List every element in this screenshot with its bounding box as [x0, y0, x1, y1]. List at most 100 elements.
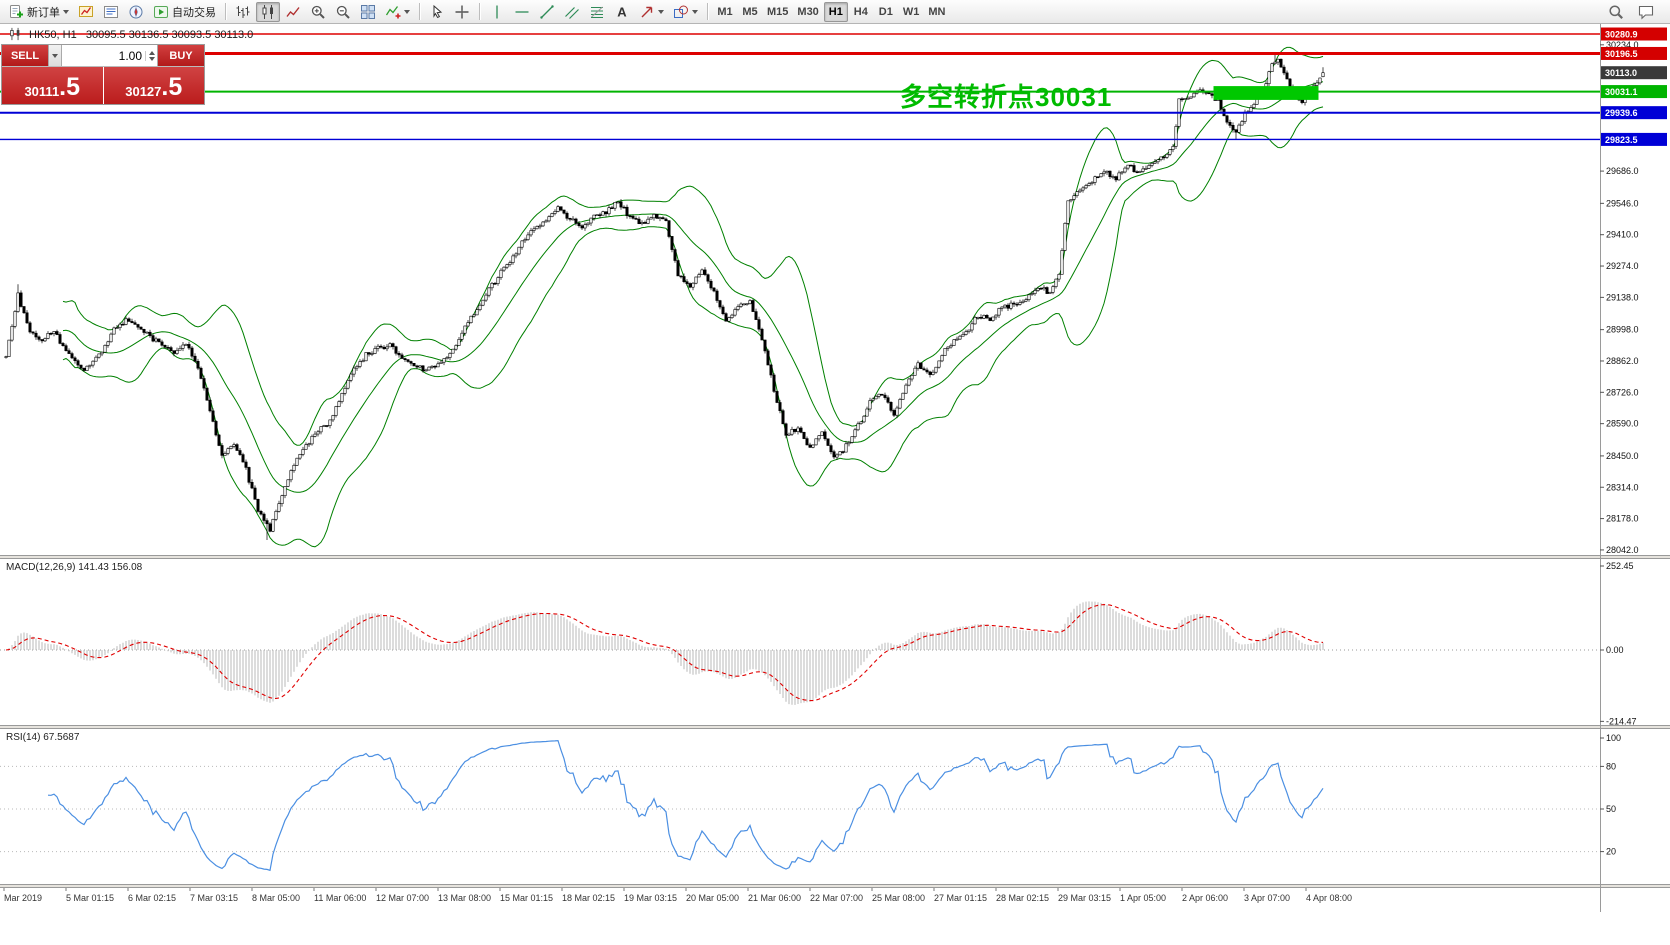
macd-panel: 252.45 0.00 -214.47 MACD(12,26,9) 141.43 15… [0, 561, 1637, 726]
chart-header: HK50, H1 30095.5 30136.5 30093.5 30113.0 [8, 27, 253, 43]
candlestick-chart-button[interactable] [256, 1, 280, 22]
time-axis-label: 22 Mar 07:00 [810, 893, 863, 903]
price-tick-label: 30234.0 [1606, 40, 1639, 50]
time-axis-label: 5 Mar 01:15 [66, 893, 114, 903]
timeframe-h4[interactable]: H4 [849, 2, 873, 22]
time-axis-label: 1 Apr 05:00 [1120, 893, 1166, 903]
timeframe-d1-label: D1 [878, 5, 893, 18]
time-axis-label: 13 Mar 08:00 [438, 893, 491, 903]
rsi-tick-label: 20 [1606, 847, 1616, 857]
price-marker-box [1601, 85, 1667, 99]
toolbar-right [1604, 2, 1666, 22]
shapes-button[interactable] [669, 2, 702, 22]
sell-price[interactable]: 30111 .5 [2, 67, 103, 104]
price-marker-box [1601, 132, 1667, 146]
vertical-line-button[interactable] [485, 2, 509, 22]
timeframe-d1[interactable]: D1 [874, 2, 898, 22]
autotrading-button[interactable]: 自动交易 [149, 2, 220, 22]
price-marker-label: 30196.5 [1605, 49, 1638, 59]
one-click-trading-panel: SELL 1.00 BUY 30111 .5 30127 .5 [1, 44, 205, 105]
fibonacci-icon [589, 4, 605, 20]
trendline-button[interactable] [535, 2, 559, 22]
buy-button[interactable]: BUY [158, 45, 204, 66]
cursor-icon [429, 4, 445, 20]
timeframe-m1[interactable]: M1 [713, 2, 737, 22]
buy-price[interactable]: 30127 .5 [103, 67, 204, 104]
crosshair-icon [454, 4, 470, 20]
toolbar-divider [707, 3, 708, 20]
profile-icon [78, 4, 94, 20]
arrows-button[interactable] [635, 2, 668, 22]
toolbar-divider [419, 3, 420, 20]
buy-price-frac: .5 [161, 73, 183, 101]
new-order-button-label: 新订单 [27, 6, 60, 19]
timeframe-h4-label: H4 [853, 5, 868, 18]
timeframe-m5[interactable]: M5 [738, 2, 762, 22]
zoom-out-button[interactable] [331, 2, 355, 22]
timeframe-w1[interactable]: W1 [899, 2, 924, 22]
price-marker-box [1601, 27, 1667, 41]
timeframe-m15-label: M15 [767, 5, 789, 18]
search-button[interactable] [1604, 2, 1628, 22]
price-tick-label: 28590.0 [1606, 419, 1639, 429]
time-axis-label: 3 Apr 07:00 [1244, 893, 1290, 903]
rsi-label: RSI(14) 67.5687 [6, 732, 80, 743]
price-marker-label: 29823.5 [1605, 135, 1638, 145]
spinner-down-icon [149, 56, 155, 61]
timeframe-m1-label: M1 [717, 5, 733, 18]
line-chart-button[interactable] [281, 2, 305, 22]
highlight-rectangle[interactable] [1213, 86, 1319, 100]
price-marker-label: 30113.0 [1605, 68, 1637, 78]
sell-button[interactable]: SELL [2, 45, 48, 66]
new-order-icon [8, 4, 24, 20]
macd-tick-label: -214.47 [1606, 716, 1637, 726]
text-label-button[interactable]: A [610, 2, 634, 22]
line-chart-icon [285, 4, 301, 20]
time-axis-label: 15 Mar 01:15 [500, 893, 553, 903]
autotrading-icon [153, 4, 169, 20]
new-order-button[interactable]: 新订单 [4, 2, 73, 22]
volume-spinner[interactable] [145, 50, 155, 61]
timeframe-m30[interactable]: M30 [793, 2, 822, 22]
timeframe-w1-label: W1 [902, 5, 920, 18]
profile-charts-button[interactable] [74, 2, 98, 22]
price-tick-label: 29410.0 [1606, 230, 1639, 240]
time-axis-label: 11 Mar 06:00 [314, 893, 366, 903]
timeframe-m15[interactable]: M15 [763, 2, 792, 22]
price-scale[interactable]: 30234.0 29686.0 29546.0 29410.0 29274.0 29138… [1600, 24, 1667, 912]
timeframe-mn[interactable]: MN [924, 2, 949, 22]
fibonacci-button[interactable] [585, 2, 609, 22]
timeframe-m5-label: M5 [742, 5, 758, 18]
bar-chart-button[interactable] [231, 2, 255, 22]
equidistant-channel-button[interactable] [560, 2, 584, 22]
chevron-down-icon [52, 53, 58, 58]
timeframe-m30-label: M30 [797, 5, 819, 18]
price-marker-label: 30031.1 [1605, 87, 1638, 97]
candlestick-chart-icon [260, 4, 276, 20]
zoom-in-button[interactable] [306, 2, 330, 22]
cursor-button[interactable] [425, 2, 449, 22]
timeframe-h1[interactable]: H1 [823, 1, 848, 22]
symbol-ohlc-readout: HK50, H1 30095.5 30136.5 30093.5 30113.0 [29, 29, 254, 41]
community-button[interactable] [1634, 2, 1658, 22]
tile-windows-button[interactable] [356, 2, 380, 22]
price-tick-label: 29274.0 [1606, 261, 1639, 271]
text-icon: A [614, 4, 630, 20]
horizontal-line-button[interactable] [510, 2, 534, 22]
price-marker-label: 29939.6 [1605, 108, 1638, 118]
time-axis[interactable]: Mar 2019 5 Mar 01:15 6 Mar 02:15 7 Mar 03:1… [3, 888, 1352, 903]
indicators-button[interactable] [381, 2, 414, 22]
autotrading-button-label: 自动交易 [172, 6, 216, 19]
order-options-dropdown[interactable] [48, 45, 62, 66]
price-tick-label: 28862.0 [1606, 356, 1639, 366]
price-tick-label: 29138.0 [1606, 292, 1639, 302]
rsi-tick-label: 50 [1606, 804, 1616, 814]
volume-input[interactable]: 1.00 [62, 45, 158, 66]
crosshair-button[interactable] [450, 2, 474, 22]
navigator-button[interactable] [124, 2, 148, 22]
horizontal-price-lines[interactable] [0, 33, 1600, 141]
tile-windows-icon [360, 4, 376, 20]
volume-value: 1.00 [118, 48, 142, 63]
market-watch-button[interactable] [99, 2, 123, 22]
